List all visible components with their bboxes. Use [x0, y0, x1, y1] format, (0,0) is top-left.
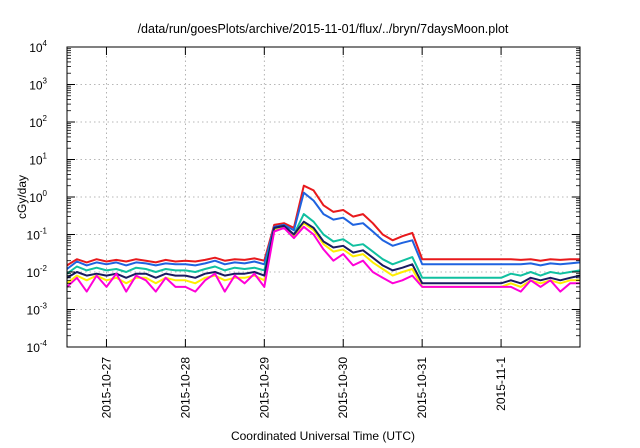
y-tick-base: 10	[27, 266, 41, 280]
y-tick-base: 10	[27, 304, 41, 318]
x-tick-label: 2015-10-30	[336, 357, 350, 419]
x-axis-ticks: 2015-10-27 2015-10-28 2015-10-29 2015-10-30…	[99, 47, 508, 418]
x-axis-label: Coordinated Universal Time (UTC)	[231, 429, 415, 443]
series-line	[66, 225, 580, 293]
series-line	[66, 191, 581, 270]
y-tick-base: 10	[29, 116, 43, 130]
y-tick-base: 10	[29, 154, 43, 168]
y-tick-label: 101	[29, 152, 47, 168]
chart-title: /data/run/goesPlots/archive/2015-11-01/f…	[138, 22, 509, 36]
series-line	[66, 184, 580, 267]
y-tick-exponent: -4	[40, 339, 48, 348]
x-tick-label: 2015-11-1	[494, 357, 508, 411]
series-line	[66, 213, 581, 279]
y-tick-exponent: 4	[43, 39, 48, 48]
y-axis-label: cGy/day	[15, 175, 29, 219]
y-tick-base: 10	[29, 79, 43, 93]
grid	[67, 47, 580, 347]
x-tick-label: 2015-10-28	[178, 357, 192, 419]
y-tick-label: 10-2	[27, 264, 48, 280]
series-group	[66, 184, 581, 293]
y-tick-exponent: 0	[43, 189, 48, 198]
y-tick-label: 103	[29, 77, 47, 93]
y-tick-base: 10	[27, 229, 41, 243]
x-tick-label: 2015-10-31	[415, 357, 429, 419]
y-tick-exponent: 3	[43, 77, 48, 86]
x-tick-label: 2015-10-29	[257, 357, 271, 419]
series-line	[66, 220, 581, 285]
y-tick-exponent: 1	[43, 152, 48, 161]
y-tick-label: 102	[29, 114, 47, 130]
x-tick-label: 2015-10-27	[99, 357, 113, 419]
y-tick-label: 10-3	[27, 302, 48, 318]
y-tick-label: 10-1	[27, 227, 48, 243]
y-tick-exponent: 2	[43, 114, 48, 123]
y-tick-label: 100	[29, 189, 47, 205]
y-tick-exponent: -1	[40, 227, 48, 236]
y-tick-exponent: -3	[40, 302, 48, 311]
y-tick-label: 10-4	[27, 339, 48, 355]
y-tick-base: 10	[29, 41, 43, 55]
y-tick-base: 10	[27, 341, 41, 355]
y-tick-base: 10	[29, 191, 43, 205]
y-tick-label: 104	[29, 39, 47, 55]
y-tick-exponent: -2	[40, 264, 48, 273]
